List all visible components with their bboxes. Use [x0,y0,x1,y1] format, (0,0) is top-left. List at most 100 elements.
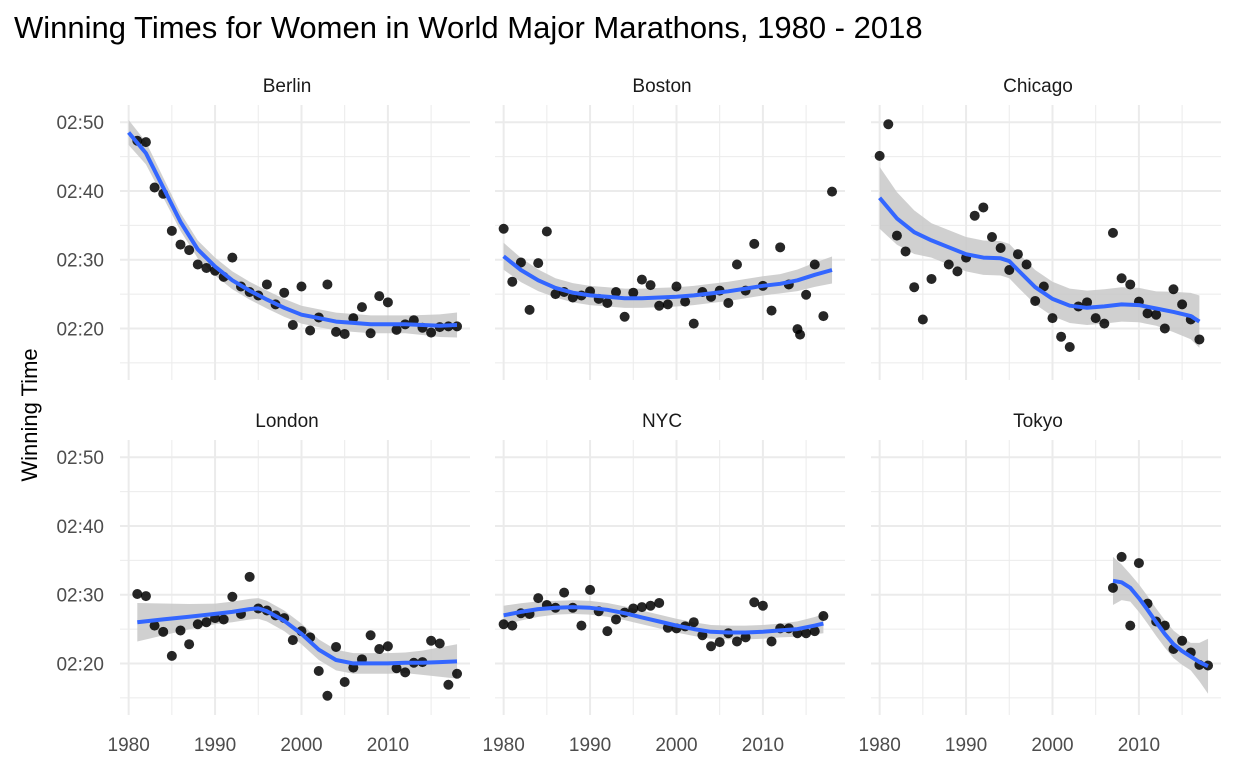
data-point [818,311,829,322]
data-point [610,614,621,625]
data-point [443,679,454,690]
facet-panels: Berlin 02:20 02:30 02:40 02:50 Boston Chicago L… [56,76,1221,756]
data-point [1004,265,1015,275]
data-point [498,223,509,234]
panel-tokyo: Tokyo 1980 1990 2000 2010 [859,411,1221,756]
data-point [305,325,316,336]
y-tick-label: 02:20 [56,319,104,340]
data-point [184,245,195,256]
data-point [969,210,980,221]
data-point [688,617,699,628]
y-tick-label: 02:30 [56,251,104,272]
data-point [426,327,437,338]
data-point [339,328,350,339]
data-point [279,287,290,298]
data-point [995,243,1006,253]
data-point [391,663,402,674]
data-point [809,259,820,270]
data-point [917,314,928,325]
data-point [986,232,997,242]
data-point [227,252,238,263]
smooth-line [127,131,458,328]
data-point [749,238,760,249]
data-point [809,626,820,637]
data-point [662,299,673,310]
data-point [749,597,760,608]
data-point [1194,334,1205,345]
data-point [132,589,143,599]
data-point [766,636,777,647]
data-point [287,635,298,646]
data-point [515,257,526,268]
data-point [1168,284,1179,295]
data-point [1082,297,1093,308]
data-point [1030,295,1041,306]
data-point [731,636,742,647]
data-point [296,281,307,292]
data-point [348,313,359,324]
facet-label-chicago: Chicago [1003,76,1073,97]
data-point [365,328,376,339]
data-point [628,603,639,614]
x-tick-label: 2010 [742,735,784,756]
data-point [610,287,621,297]
data-point [602,626,613,637]
facet-label-london: London [255,411,318,432]
data-point [1064,342,1075,352]
data-point [909,282,920,293]
data-point [795,329,806,340]
confidence-band [879,166,1200,348]
smooth-line [1112,578,1209,669]
data-point [775,242,786,253]
data-point [313,666,324,676]
data-point [391,324,402,335]
data-point [801,289,812,300]
data-point [1159,323,1170,334]
data-point [636,602,647,613]
data-point [1177,635,1188,646]
x-tick-label: 1980 [483,735,525,756]
data-point [322,690,333,701]
data-point [1107,582,1118,593]
chart-title: Winning Times for Women in World Major M… [14,10,923,45]
data-point [356,302,367,313]
facet-label-berlin: Berlin [263,76,312,97]
data-point [227,591,238,602]
smooth-line [503,605,824,635]
panel-london: London 02:20 02:30 02:40 02:50 1980 1990 2000 20… [56,411,470,756]
data-point [382,297,393,308]
data-point [883,119,894,130]
x-tick-label: 1980 [859,735,901,756]
data-point [322,279,333,290]
data-point [498,619,509,630]
data-point [201,262,212,273]
panel-nyc: NYC 1980 1990 2000 2010 [483,411,845,756]
panel-chicago: Chicago [871,76,1221,380]
data-point [1177,299,1188,310]
data-point [533,593,544,604]
data-point [891,230,902,241]
x-tick-label: 1980 [108,735,150,756]
data-point [559,587,570,598]
y-tick-label: 02:30 [56,586,104,607]
x-tick-label: 1990 [569,735,611,756]
data-point [952,266,963,277]
data-point [149,182,160,193]
y-tick-label: 02:40 [56,182,104,203]
data-point [757,600,768,611]
data-point [1012,249,1023,260]
data-point [900,246,911,257]
data-point [287,320,298,330]
data-point [1107,227,1118,238]
data-point [218,614,229,625]
data-point [426,635,437,646]
data-point [140,591,151,602]
data-point [201,617,212,628]
confidence-band [503,600,824,640]
data-point [140,137,151,148]
data-point [244,571,255,582]
data-point [1021,259,1032,270]
data-point [943,259,954,270]
confidence-band [128,119,458,338]
